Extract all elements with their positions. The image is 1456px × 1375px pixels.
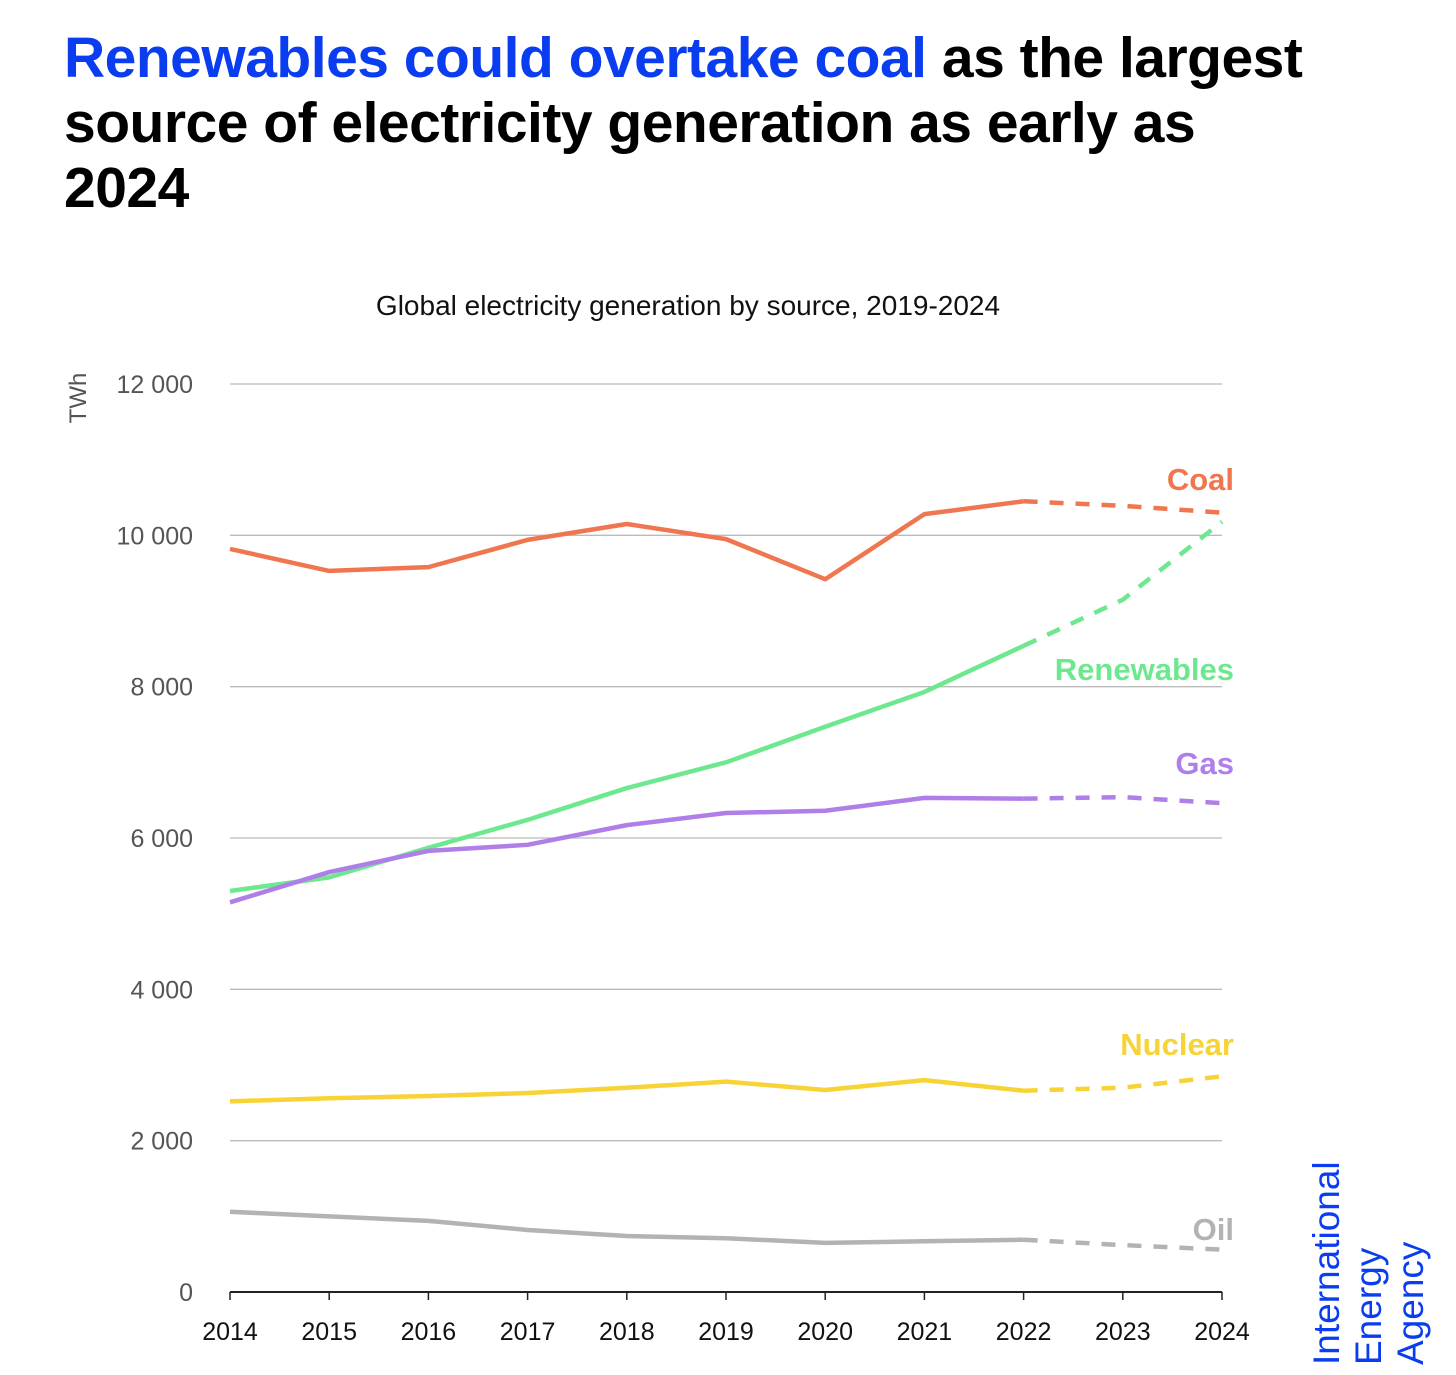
x-tick-label: 2017 — [500, 1318, 556, 1346]
series-coal-projection — [1023, 499, 1223, 515]
series-label-oil: Oil — [1193, 1212, 1234, 1247]
series-gas-projection — [1023, 794, 1223, 806]
y-tick-label: 12 000 — [117, 371, 193, 399]
x-tick-label: 2015 — [301, 1318, 357, 1346]
series-oil-line — [229, 1209, 1024, 1246]
series-oil-projection — [1023, 1237, 1223, 1252]
headline-rest: as the largest source of electricity gen… — [64, 26, 1303, 220]
x-tick-label: 2023 — [1095, 1318, 1151, 1346]
x-tick-label: 2024 — [1194, 1318, 1250, 1346]
series-label-gas: Gas — [1175, 746, 1234, 781]
x-tick-label: 2019 — [698, 1318, 754, 1346]
iea-logo: International Energy Agency — [1306, 1161, 1432, 1365]
series-label-renewables: Renewables — [1055, 652, 1234, 687]
y-tick-label: 10 000 — [117, 522, 193, 550]
x-tick-label: 2020 — [797, 1318, 853, 1346]
logo-line2: Energy Agency — [1348, 1241, 1431, 1365]
y-tick-label: 8 000 — [130, 674, 193, 702]
x-tick-label: 2021 — [897, 1318, 953, 1346]
series-renewables-line — [229, 643, 1025, 894]
x-tick-label: 2018 — [599, 1318, 655, 1346]
series-label-nuclear: Nuclear — [1120, 1027, 1234, 1062]
series-coal-line — [229, 499, 1024, 582]
x-tick-label: 2016 — [401, 1318, 457, 1346]
x-tick-label: 2014 — [202, 1318, 258, 1346]
y-tick-label: 6 000 — [130, 825, 193, 853]
chart-title: Global electricity generation by source,… — [376, 290, 1000, 321]
headline-highlight: Renewables could overtake coal — [64, 26, 927, 90]
series-renewables-projection — [1022, 519, 1224, 648]
y-tick-label: 2 000 — [130, 1128, 193, 1156]
y-axis-label: TWh — [65, 373, 92, 424]
x-tick-label: 2022 — [996, 1318, 1052, 1346]
series-label-coal: Coal — [1167, 462, 1234, 497]
y-tick-label: 0 — [179, 1279, 193, 1307]
logo-line1: International — [1306, 1161, 1347, 1365]
series-nuclear-projection — [1023, 1074, 1223, 1093]
series-gas-line — [229, 795, 1024, 905]
headline: Renewables could overtake coal as the la… — [64, 26, 1314, 221]
y-tick-label: 4 000 — [130, 976, 193, 1004]
series-nuclear-line — [229, 1077, 1024, 1104]
